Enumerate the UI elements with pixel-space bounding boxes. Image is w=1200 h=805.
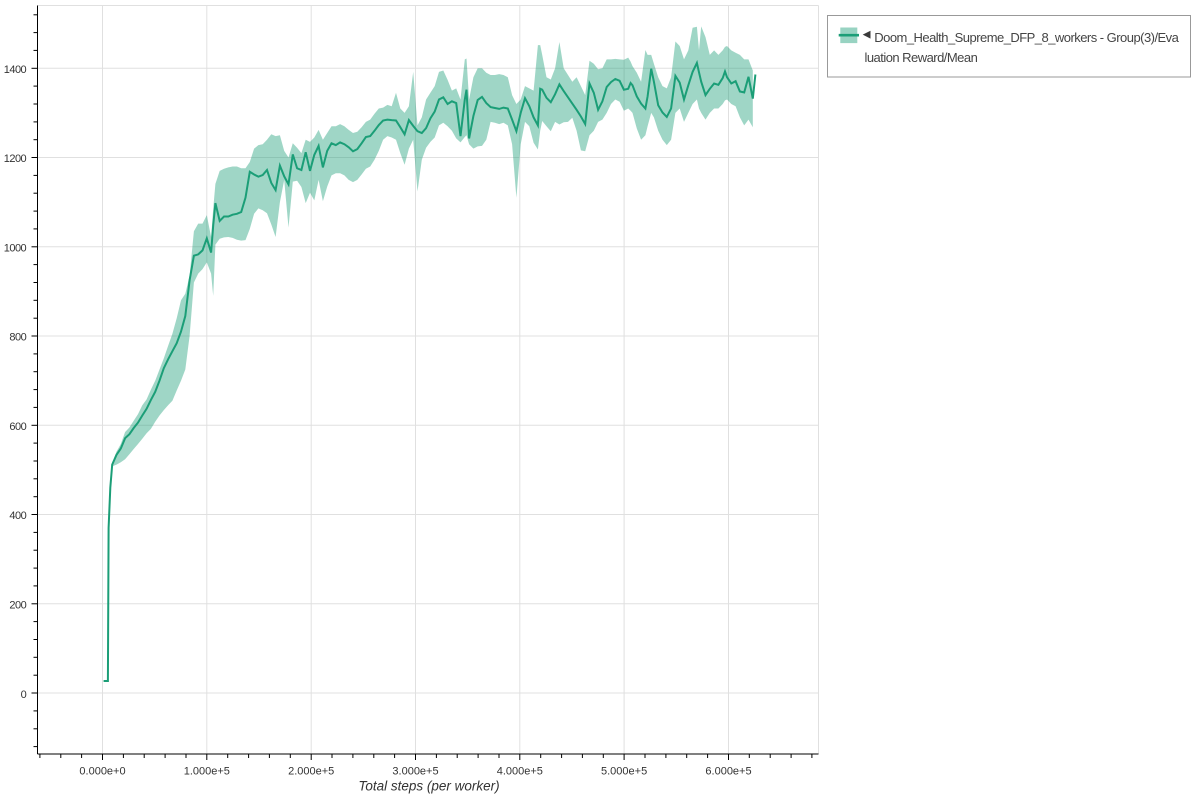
svg-text:5.000e+5: 5.000e+5	[601, 766, 647, 778]
svg-text:Doom_Health_Supreme_DFP_8_work: Doom_Health_Supreme_DFP_8_workers - Grou…	[874, 30, 1179, 45]
svg-text:1400: 1400	[4, 64, 27, 76]
svg-text:0: 0	[21, 689, 27, 701]
svg-text:0.000e+0: 0.000e+0	[79, 766, 125, 778]
svg-text:6.000e+5: 6.000e+5	[705, 766, 751, 778]
svg-text:200: 200	[9, 600, 26, 612]
svg-text:Total steps (per worker): Total steps (per worker)	[358, 779, 499, 794]
svg-text:1200: 1200	[4, 153, 27, 165]
svg-text:400: 400	[9, 510, 26, 522]
svg-text:luation Reward/Mean: luation Reward/Mean	[865, 50, 978, 65]
svg-text:3.000e+5: 3.000e+5	[392, 766, 438, 778]
svg-text:1.000e+5: 1.000e+5	[184, 766, 230, 778]
svg-text:4.000e+5: 4.000e+5	[497, 766, 543, 778]
svg-text:800: 800	[9, 332, 26, 344]
svg-text:1000: 1000	[4, 243, 27, 255]
svg-text:2.000e+5: 2.000e+5	[288, 766, 334, 778]
svg-text:600: 600	[9, 421, 26, 433]
